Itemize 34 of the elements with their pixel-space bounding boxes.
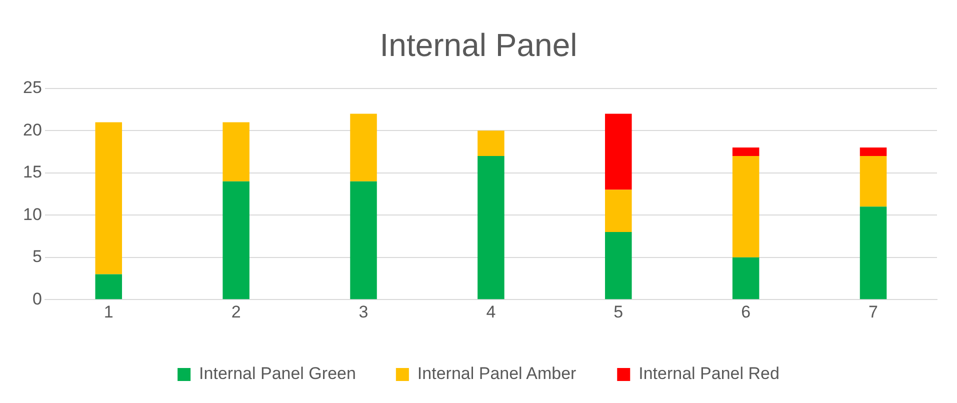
bar xyxy=(605,114,632,190)
x-tick-label: 1 xyxy=(104,302,114,322)
y-tick-label: 25 xyxy=(22,78,42,98)
bar xyxy=(860,148,887,156)
legend-label: Internal Panel Green xyxy=(199,364,356,384)
x-tick-label: 3 xyxy=(358,302,368,322)
bar xyxy=(605,232,632,300)
bar xyxy=(860,206,887,300)
bar xyxy=(350,114,377,182)
bar xyxy=(605,190,632,232)
y-tick-label: 10 xyxy=(22,204,42,224)
x-tick-label: 7 xyxy=(868,302,878,322)
legend-label: Internal Panel Red xyxy=(638,364,780,384)
bar xyxy=(478,156,504,300)
y-tick-label: 5 xyxy=(32,247,42,266)
y-tick-label: 20 xyxy=(22,120,42,140)
x-tick-label: 4 xyxy=(486,302,496,322)
y-tick-label: 15 xyxy=(22,162,42,182)
chart-title: Internal Panel xyxy=(380,27,578,64)
bar xyxy=(222,181,250,300)
bar xyxy=(222,122,250,182)
bar xyxy=(732,257,760,300)
bar xyxy=(95,122,122,274)
bar xyxy=(95,274,122,300)
bar xyxy=(732,156,760,258)
y-tick-label: 0 xyxy=(32,289,42,308)
x-tick-label: 6 xyxy=(741,302,751,322)
bar xyxy=(478,130,504,156)
bar xyxy=(732,148,760,156)
bar xyxy=(860,156,887,207)
x-tick-label: 5 xyxy=(614,302,624,322)
bar xyxy=(350,181,377,300)
x-tick-label: 2 xyxy=(231,302,241,322)
legend-label: Internal Panel Amber xyxy=(417,364,577,384)
